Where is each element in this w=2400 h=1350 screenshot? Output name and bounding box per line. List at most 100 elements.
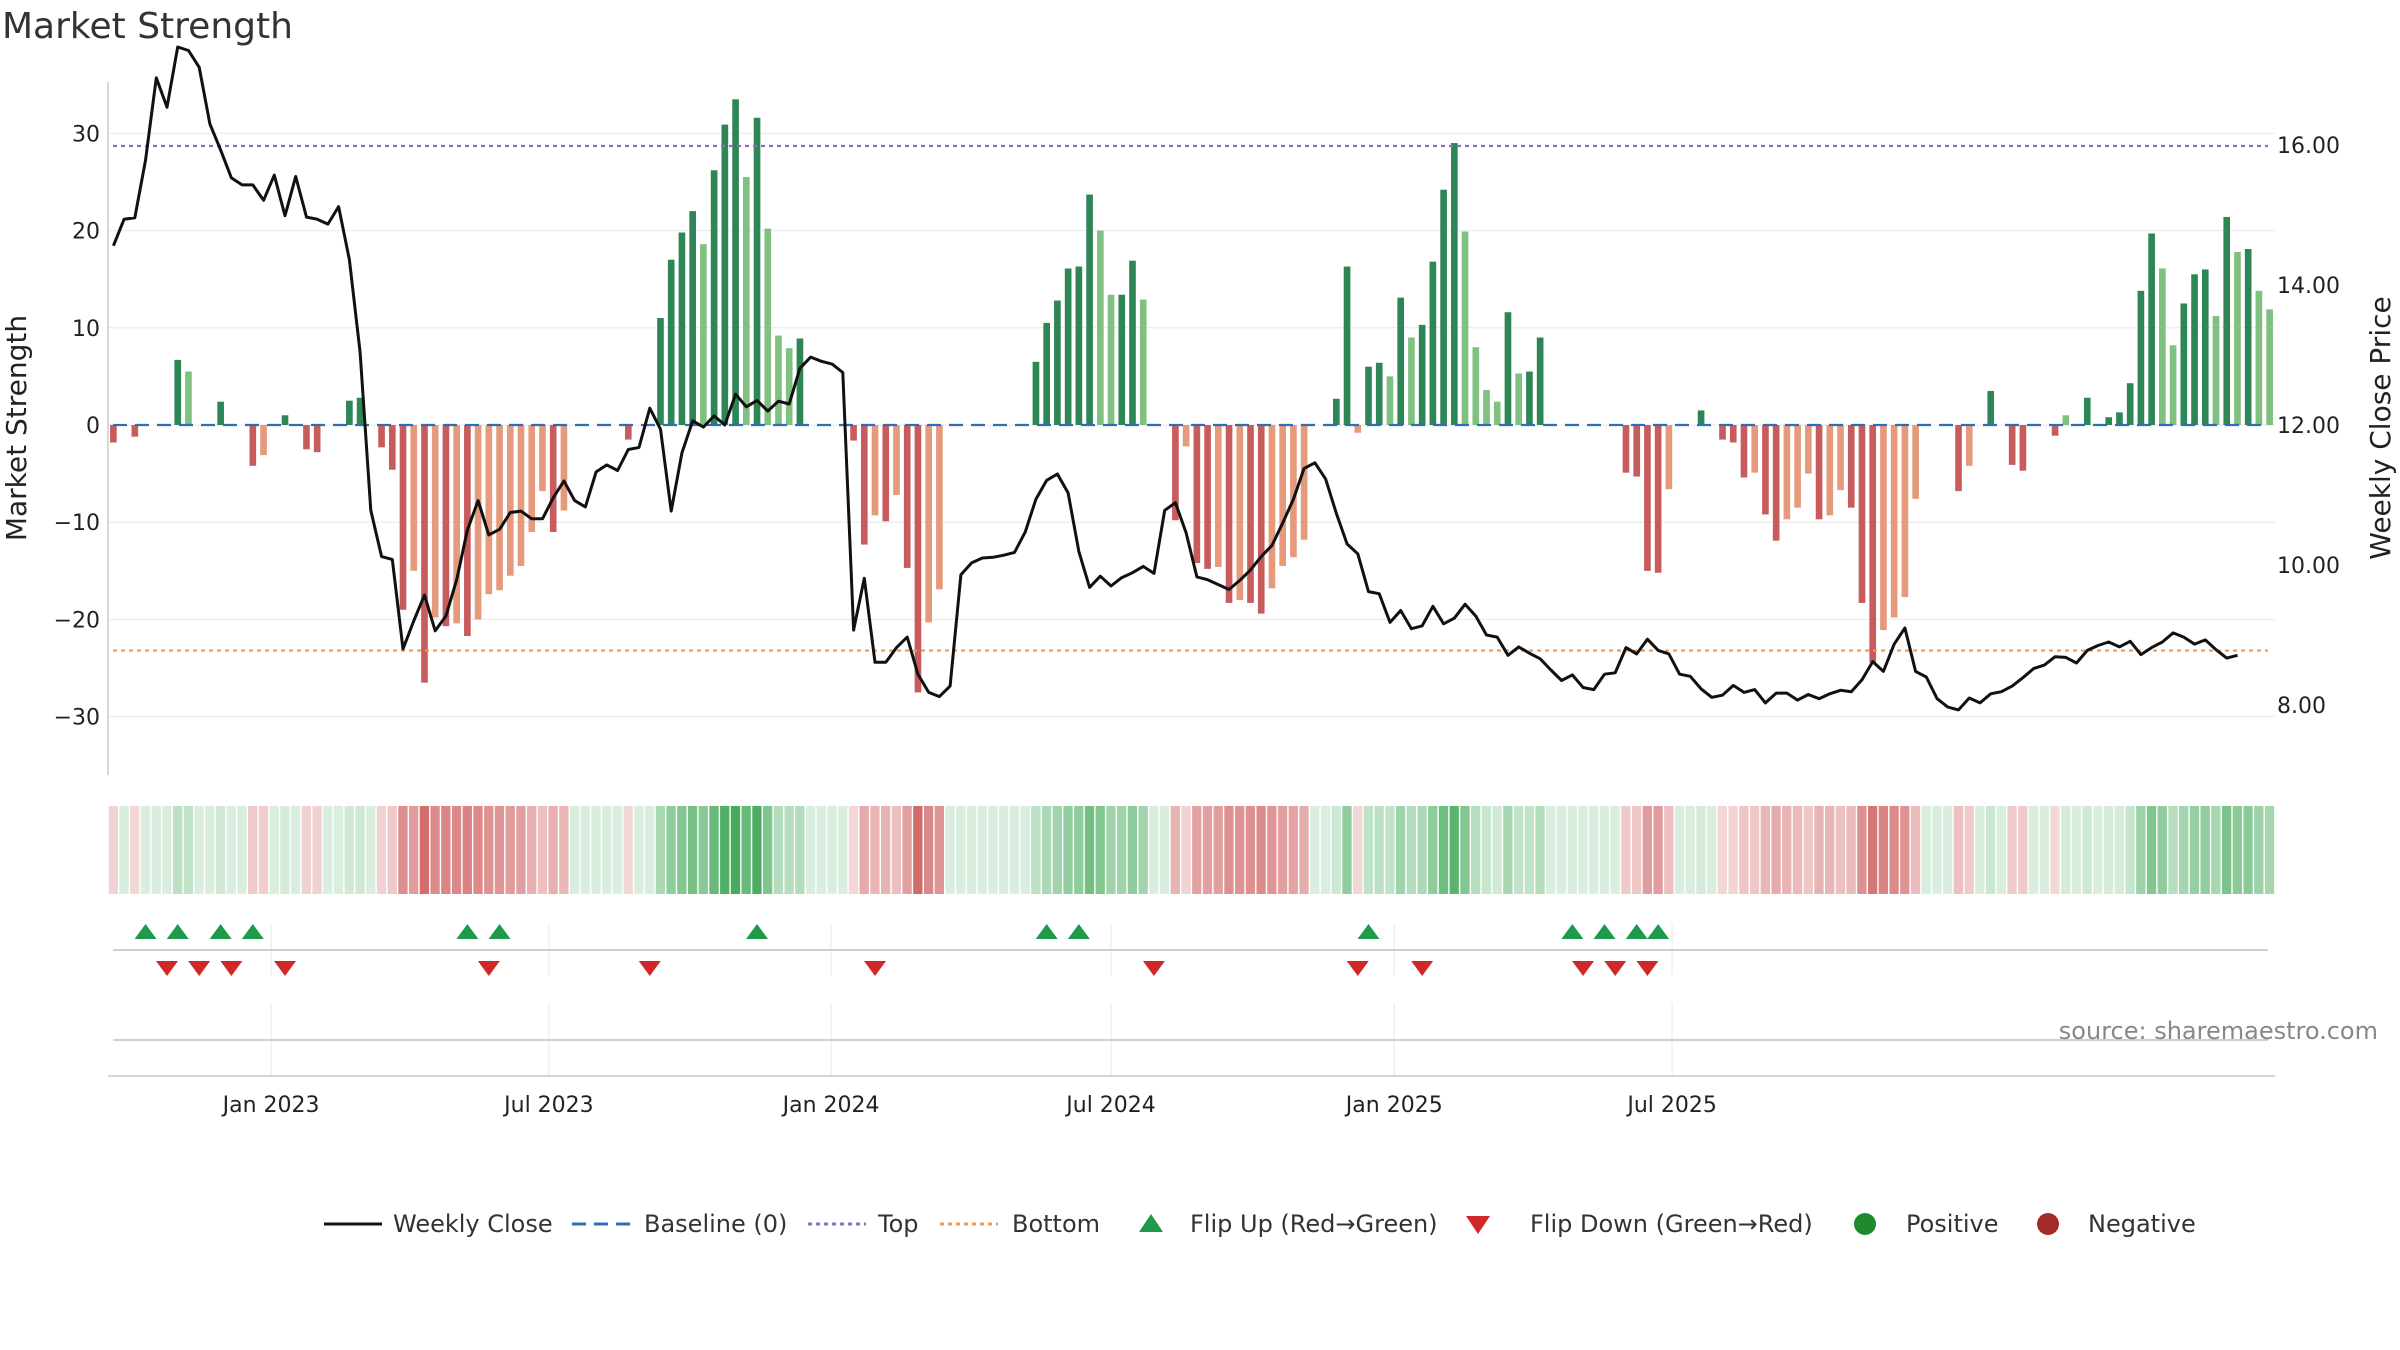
strength-bar: [1300, 425, 1308, 540]
strength-bar: [2191, 274, 2198, 425]
strength-bar: [110, 425, 117, 443]
heat-cell: [290, 806, 301, 894]
heat-cell: [859, 806, 869, 894]
heat-cell: [2189, 806, 2200, 894]
heat-cell: [698, 806, 708, 894]
legend-item-baseline: Baseline (0): [572, 1210, 787, 1238]
heat-cell: [258, 806, 269, 894]
strength-bar: [775, 335, 782, 425]
strength-bar: [1096, 230, 1104, 425]
flip-down-marker: [220, 961, 243, 976]
strength-bar: [2201, 269, 2209, 425]
heat-cell: [387, 806, 397, 894]
strength-bar: [1890, 425, 1898, 618]
heat-cell: [2114, 806, 2125, 894]
strength-bar: [2083, 397, 2091, 425]
heat-cell: [923, 806, 934, 894]
flip-down-marker: [1346, 961, 1369, 976]
strength-bar: [936, 425, 943, 590]
heat-cell: [623, 806, 633, 894]
strength-bar: [1429, 261, 1437, 425]
strength-bar: [2137, 290, 2145, 425]
heat-cell: [205, 806, 215, 894]
heat-cell: [1331, 806, 1341, 894]
strength-bar: [2019, 425, 2027, 471]
strength-bar: [1204, 425, 1211, 569]
flip-up-marker: [1647, 924, 1670, 939]
y-tick-label: −30: [54, 706, 100, 731]
strength-bar: [388, 425, 396, 470]
strength-bar: [850, 425, 857, 441]
heat-cell: [237, 806, 247, 894]
heat-cell: [934, 806, 944, 894]
strength-bar: [1740, 425, 1748, 478]
strength-bar: [1440, 189, 1447, 425]
flip-down-marker: [1572, 961, 1595, 976]
heat-cell: [1224, 806, 1234, 894]
strength-bar: [1332, 398, 1340, 425]
strength-bar: [1118, 294, 1126, 425]
x-tick-label: Jan 2023: [221, 1093, 320, 1118]
strength-bar: [871, 425, 879, 516]
strength-bar: [303, 425, 310, 450]
strength-bar: [1987, 390, 1995, 425]
heat-cell: [1106, 806, 1116, 894]
heat-cell: [183, 806, 194, 894]
heat-cell: [1256, 806, 1266, 894]
strength-bar: [1869, 425, 1877, 663]
heat-cell: [1728, 806, 1738, 894]
heat-cell: [408, 806, 419, 894]
heat-cell: [945, 806, 955, 894]
strength-bar: [2148, 233, 2155, 425]
heat-cell: [484, 806, 494, 894]
flip-up-marker: [209, 924, 232, 939]
legend-item-negative: Negative: [2037, 1210, 2196, 1238]
source-note: source: sharemaestro.com: [2059, 1017, 2378, 1045]
heat-cell: [1235, 806, 1245, 894]
heat-cell: [773, 806, 784, 894]
heat-cell: [1792, 806, 1803, 894]
heat-cell: [162, 806, 172, 894]
heat-cell: [430, 806, 440, 894]
x-tick-label: Jul 2023: [502, 1093, 594, 1118]
weekly-close-line: [112, 45, 2238, 712]
legend-label-baseline: Baseline (0): [644, 1210, 787, 1238]
heat-cell: [1685, 806, 1695, 894]
strength-heat-strip: [108, 806, 2275, 894]
strength-bar: [1901, 425, 1909, 598]
strength-bar: [1032, 361, 1040, 425]
strength-bar: [1837, 425, 1844, 491]
heat-cell: [269, 806, 279, 894]
heat-cell: [709, 806, 719, 894]
strength-bar: [1290, 425, 1297, 558]
legend-flip-up-icon: [1139, 1214, 1163, 1232]
heat-cell: [1932, 806, 1942, 894]
strength-bar: [1622, 425, 1630, 473]
heat-cell: [1299, 806, 1309, 894]
heat-cell: [1749, 806, 1760, 894]
flip-up-marker: [134, 924, 157, 939]
flip-up-marker: [1561, 924, 1584, 939]
flip-up-marker: [1035, 924, 1058, 939]
heat-cell: [1835, 806, 1846, 894]
strength-bar: [2116, 412, 2123, 425]
heat-cell: [1170, 806, 1180, 894]
y-tick-label: 10: [72, 317, 100, 342]
heat-cell: [2211, 806, 2221, 894]
strength-bar: [1386, 376, 1394, 425]
heat-cell: [1395, 806, 1406, 894]
strength-bar: [796, 338, 804, 425]
heat-cell: [1985, 806, 1996, 894]
heat-cell: [1921, 806, 1931, 894]
heat-cell: [194, 806, 204, 894]
strength-bar: [753, 117, 761, 426]
heat-cell: [1374, 806, 1384, 894]
heat-cell: [312, 806, 322, 894]
heat-cell: [451, 806, 462, 894]
strength-bar: [539, 425, 546, 492]
close-line-group: [112, 45, 2238, 712]
heat-cell: [2018, 806, 2028, 894]
heat-cell: [870, 806, 880, 894]
heat-cell: [816, 806, 826, 894]
x-tick-label: Jul 2025: [1625, 1093, 1717, 1118]
